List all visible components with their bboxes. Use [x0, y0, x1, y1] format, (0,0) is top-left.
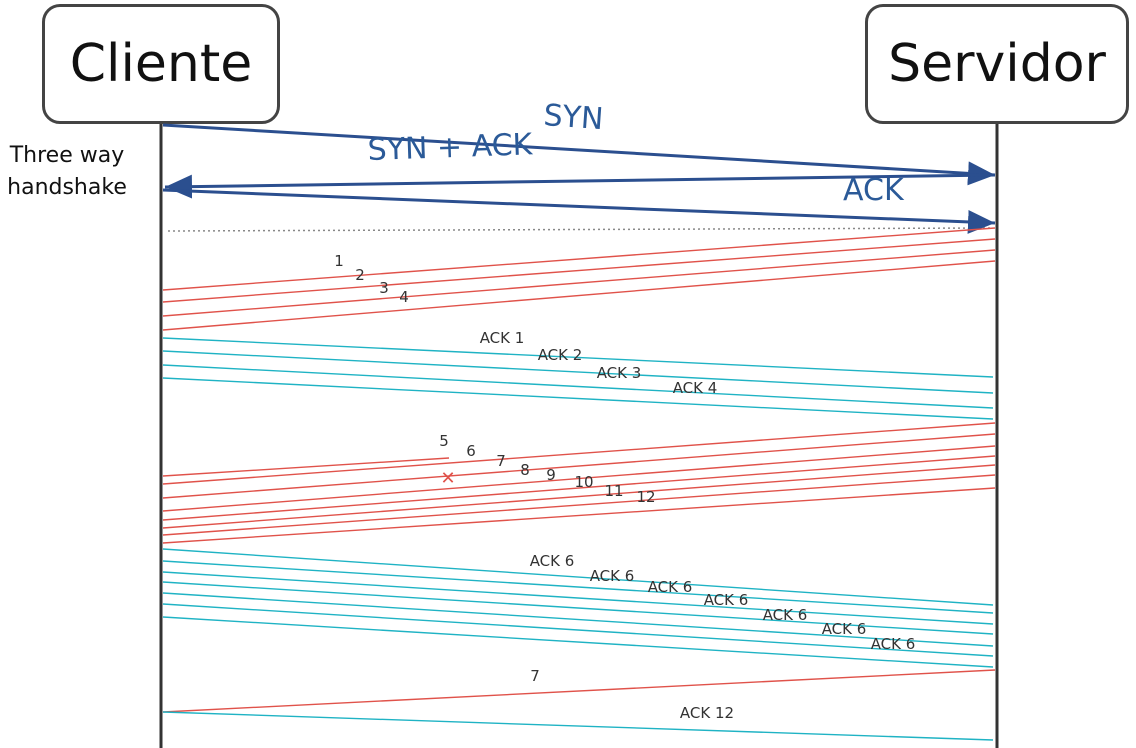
data-segment-line	[162, 445, 996, 512]
ack-segment-line	[162, 548, 994, 606]
ack-segment-label: ACK 6	[822, 620, 867, 638]
data-segment-label: 12	[636, 488, 655, 506]
syn-label: SYN	[542, 98, 604, 137]
data-segment-line	[162, 422, 996, 485]
data-segment-line	[162, 433, 996, 499]
syn-ack-arrow	[164, 173, 996, 199]
ack-segment-line	[162, 350, 994, 394]
data-segment-label: 5	[439, 432, 449, 450]
side-label-line-2: handshake	[7, 175, 127, 200]
data-segment-label: 10	[574, 473, 593, 491]
ack-segment-line	[162, 603, 994, 657]
data-segment-line	[162, 249, 996, 317]
ack-label: ACK	[843, 173, 905, 208]
data-segment-label: 11	[604, 482, 623, 500]
ack-segment-label: ACK 2	[538, 346, 583, 364]
data-segment-label: 3	[379, 279, 389, 297]
data-segment-label: 7	[530, 667, 540, 685]
server-box: Servidor	[865, 4, 1129, 124]
data-segment-line	[162, 260, 996, 331]
ack-segment-label: ACK 6	[648, 578, 693, 596]
syn-ack-label: SYN + ACK	[367, 127, 534, 168]
side-label-line-1: Three way	[9, 143, 125, 168]
data-segment-line	[162, 238, 996, 303]
ack-segment-line	[162, 364, 994, 409]
data-segment-line	[162, 487, 996, 544]
ack-segment-label: ACK 6	[763, 606, 808, 624]
ack-segment-label: ACK 12	[680, 704, 734, 722]
server-label: Servidor	[888, 34, 1106, 94]
ack-segment-label: ACK 6	[590, 567, 635, 585]
lost-packet-marker: ✕	[440, 468, 455, 489]
ack-segment-line	[162, 377, 994, 420]
data-segment-label: 8	[520, 461, 530, 479]
handshake-side-label: Three way handshake	[0, 140, 134, 204]
data-segment-line	[162, 227, 996, 291]
ack-segment-label: ACK 6	[530, 552, 575, 570]
data-segment-label: 6	[466, 442, 476, 460]
ack-segment-line	[162, 581, 994, 635]
data-segment-line-lost	[162, 457, 450, 477]
data-segment-label: 4	[399, 288, 409, 306]
ack-segment-label: ACK 6	[871, 635, 916, 653]
ack-arrow	[162, 188, 996, 234]
ack-segment-line	[162, 560, 994, 614]
data-segment-label: 1	[334, 252, 344, 270]
data-segment-label: 7	[496, 452, 506, 470]
ack-segment-label: ACK 1	[480, 329, 525, 347]
ack-segment-line	[162, 616, 994, 668]
client-box: Cliente	[42, 4, 280, 124]
ack-segment-label: ACK 3	[597, 364, 642, 382]
separator-dotted-line	[167, 227, 991, 232]
data-segment-line	[162, 669, 996, 713]
ack-segment-line	[162, 337, 994, 378]
ack-segment-label: ACK 4	[673, 379, 718, 397]
ack-segment-line	[162, 571, 994, 625]
ack-segment-label: ACK 6	[704, 591, 749, 609]
data-segment-label: 9	[546, 466, 556, 484]
data-segment-line	[162, 455, 996, 521]
data-segment-label: 2	[355, 266, 365, 284]
client-label: Cliente	[69, 34, 253, 94]
ack-segment-line	[162, 711, 994, 741]
data-segment-line	[162, 464, 996, 529]
syn-arrow	[162, 123, 996, 186]
data-segment-line	[162, 474, 996, 536]
ack-segment-line	[162, 592, 994, 647]
